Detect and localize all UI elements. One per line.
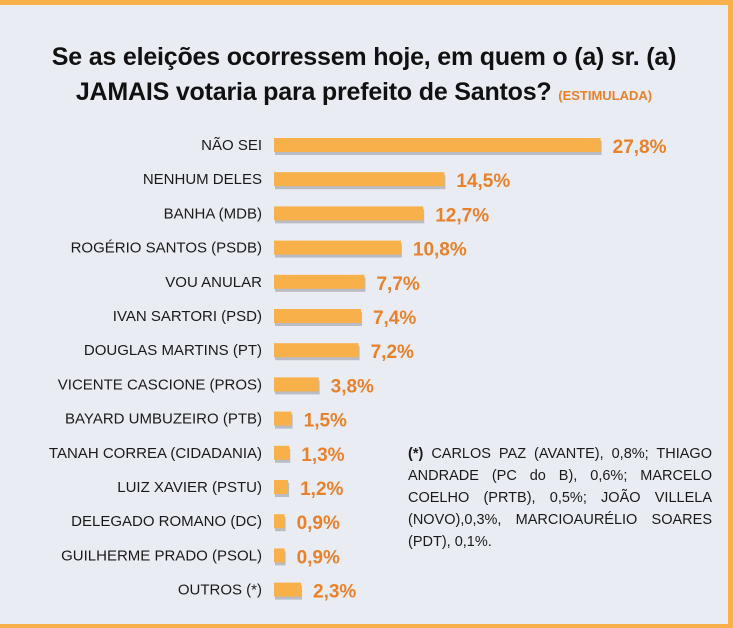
bar: [274, 309, 361, 323]
category-label: ROGÉRIO SANTOS (PSDB): [71, 240, 262, 257]
category-label: OUTROS (*): [178, 582, 262, 599]
value-label: 2,3%: [313, 582, 356, 603]
value-label: 1,5%: [304, 411, 347, 432]
bar: [274, 240, 401, 255]
category-label: GUILHERME PRADO (PSOL): [61, 547, 262, 564]
category-label: DELEGADO ROMANO (DC): [71, 513, 262, 530]
bar: [274, 206, 424, 221]
title-line-2: JAMAIS votaria para prefeito de Santos? …: [0, 75, 728, 113]
title-line-2-text: JAMAIS votaria para prefeito de Santos?: [75, 78, 552, 106]
category-label: TANAH CORREA (CIDADANIA): [49, 445, 262, 462]
value-label: 3,8%: [331, 376, 374, 397]
category-label: NENHUM DELES: [143, 171, 262, 188]
category-label: VOU ANULAR: [165, 274, 262, 291]
bar: [274, 172, 445, 187]
value-label: 1,3%: [301, 445, 344, 466]
bar: [274, 514, 285, 529]
bar: [274, 138, 601, 152]
footnote-mark: (*): [408, 446, 424, 462]
value-label: 1,2%: [300, 479, 343, 500]
value-label: 0,9%: [297, 547, 340, 568]
category-label: LUIZ XAVIER (PSTU): [117, 479, 262, 496]
category-label: BAYARD UMBUZEIRO (PTB): [65, 411, 262, 428]
value-label: 7,2%: [371, 342, 414, 363]
value-label: 14,5%: [456, 171, 510, 192]
category-label: BANHA (MDB): [164, 205, 262, 222]
category-label: IVAN SARTORI (PSD): [113, 308, 262, 325]
value-label: 7,7%: [376, 274, 419, 295]
bar: [274, 548, 285, 563]
footnote: (*) CARLOS PAZ (AVANTE), 0,8%; THIAGO AN…: [408, 443, 712, 553]
chart-card: [0, 5, 728, 624]
bar: [274, 274, 365, 289]
value-label: 12,7%: [435, 205, 489, 226]
value-label: 10,8%: [413, 240, 467, 261]
bar: [274, 480, 289, 494]
value-label: 27,8%: [613, 137, 667, 158]
title-tag: (ESTIMULADA): [558, 88, 653, 103]
bar: [274, 343, 359, 358]
title-line-1: Se as eleições ocorressem hoje, em quem …: [51, 43, 677, 71]
category-label: VICENTE CASCIONE (PROS): [58, 376, 262, 393]
value-label: 7,4%: [373, 308, 416, 329]
footnote-text: CARLOS PAZ (AVANTE), 0,8%; THIAGO ANDRAD…: [408, 446, 712, 550]
bar: [274, 582, 302, 597]
value-label: 0,9%: [297, 513, 340, 534]
bar: [274, 411, 292, 426]
category-label: NÃO SEI: [201, 137, 262, 154]
category-label: DOUGLAS MARTINS (PT): [84, 342, 262, 359]
chart-title: Se as eleições ocorressem hoje, em quem …: [0, 40, 728, 113]
bar: [274, 377, 319, 392]
bar: [274, 445, 290, 460]
